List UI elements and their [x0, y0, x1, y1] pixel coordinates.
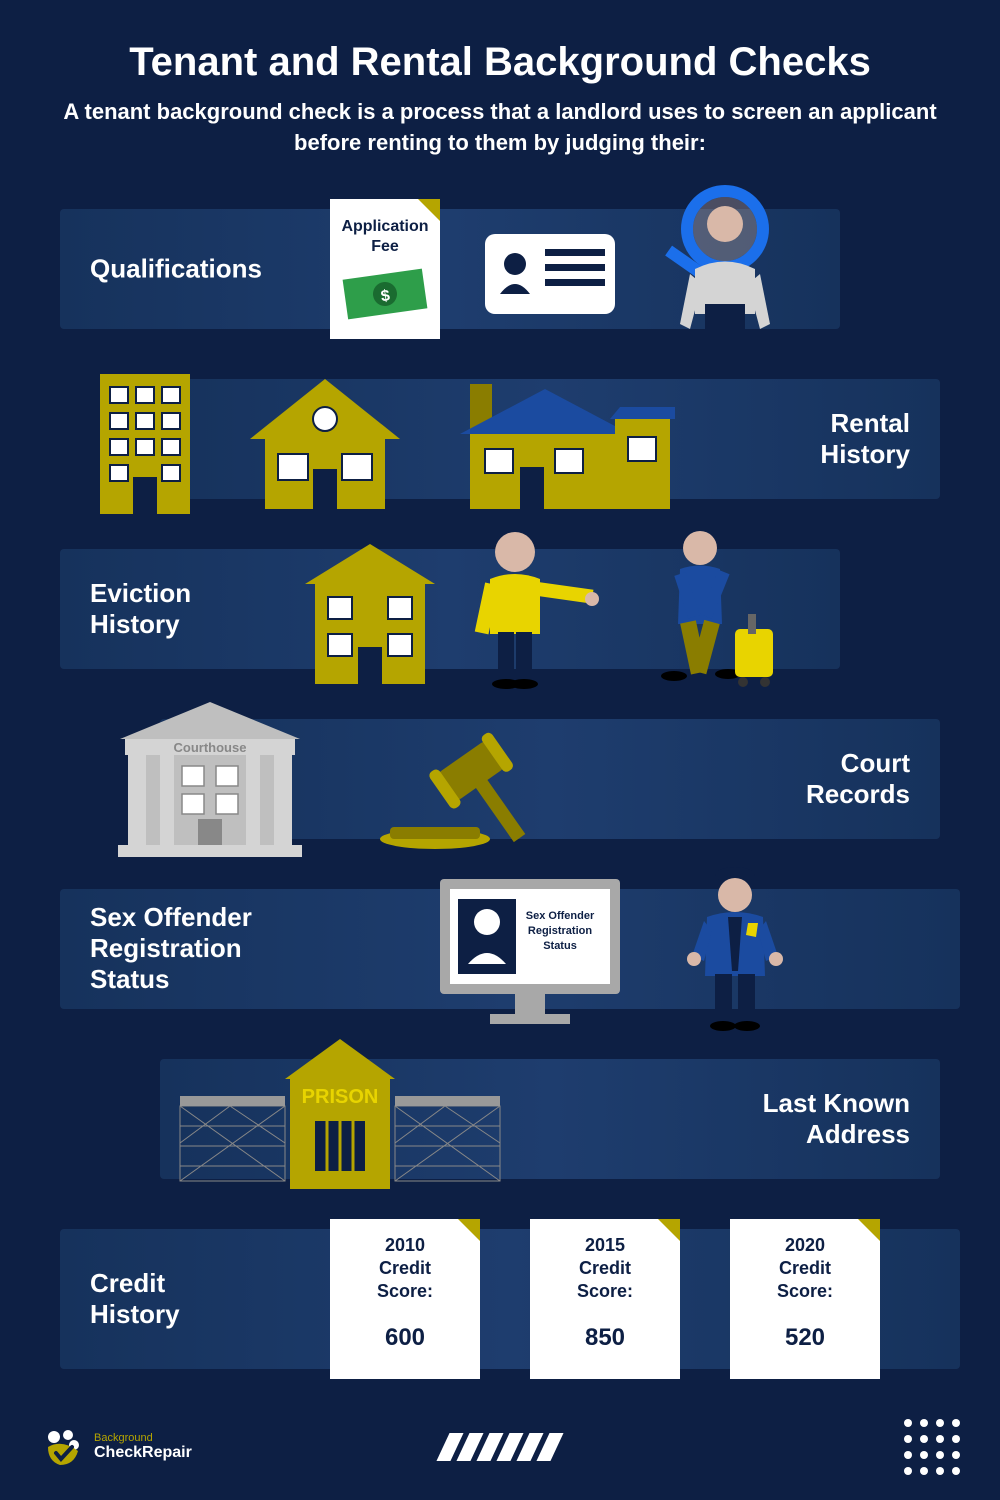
stripes-decoration [443, 1433, 557, 1461]
person-magnifier-icon [650, 184, 790, 364]
row-icons: PRISON [170, 1039, 510, 1199]
house-small-icon [240, 359, 410, 519]
page-subtitle: A tenant background check is a process t… [60, 97, 940, 159]
house-large-icon [440, 359, 680, 519]
svg-text:Fee: Fee [371, 238, 399, 255]
credit-score-value: 850 [585, 1324, 625, 1352]
page-title: Tenant and Rental Background Checks [60, 40, 940, 85]
row-eviction-history: Eviction History [0, 529, 1000, 689]
credit-year: 2020Credit Score: [777, 1234, 833, 1304]
eviction-house-icon [300, 529, 480, 689]
police-officer-icon [670, 861, 800, 1036]
svg-text:Sex Offender: Sex Offender [526, 910, 595, 922]
row-label: Credit History [90, 1267, 180, 1329]
application-fee-icon: Application Fee $ [320, 189, 450, 349]
logo-icon [40, 1425, 84, 1469]
row-label: Last Known Address [763, 1087, 910, 1149]
credit-score-card: 2010Credit Score: 600 [330, 1219, 480, 1379]
logo-text: Background CheckRepair [94, 1432, 192, 1462]
apartment-building-icon [80, 359, 210, 519]
row-last-known-address: Last Known Address PRISON [0, 1039, 1000, 1199]
svg-text:PRISON: PRISON [302, 1086, 379, 1108]
row-label: Eviction History [90, 577, 191, 639]
landlord-pointing-icon [460, 524, 600, 694]
rows-container: Qualifications Application Fee $ [0, 179, 1000, 1409]
row-label: Sex Offender Registration Status [90, 902, 252, 996]
id-card-icon [480, 219, 620, 319]
row-label: Qualifications [90, 253, 262, 284]
courthouse-icon: Courthouse [90, 694, 330, 864]
svg-text:Registration: Registration [528, 925, 592, 937]
header: Tenant and Rental Background Checks A te… [0, 0, 1000, 179]
row-icons: Sex Offender Registration Status [420, 869, 800, 1029]
credit-score-card: 2020Credit Score: 520 [730, 1219, 880, 1379]
row-label: Court Records [806, 747, 910, 809]
row-credit-history: Credit History 2010Credit Score: 600 201… [0, 1209, 1000, 1389]
row-icons: Courthouse [90, 699, 560, 859]
row-label: Rental History [820, 407, 910, 469]
credit-score-value: 520 [785, 1324, 825, 1352]
row-icons: Application Fee $ [320, 189, 790, 349]
row-sex-offender: Sex Offender Registration Status Sex Off… [0, 869, 1000, 1029]
footer: Background CheckRepair [40, 1419, 960, 1475]
row-court-records: Court Records Courthouse [0, 699, 1000, 859]
svg-text:Application: Application [341, 218, 428, 235]
brand-logo: Background CheckRepair [40, 1425, 192, 1469]
dots-decoration [904, 1419, 960, 1475]
svg-text:Status: Status [543, 940, 577, 952]
row-icons [300, 529, 790, 689]
tenant-leaving-icon [630, 524, 790, 694]
svg-text:Courthouse: Courthouse [174, 740, 247, 755]
computer-monitor-icon: Sex Offender Registration Status [420, 864, 640, 1034]
row-rental-history: Rental History [0, 359, 1000, 519]
prison-icon: PRISON [170, 1031, 510, 1206]
credit-year: 2010Credit Score: [377, 1234, 433, 1304]
row-qualifications: Qualifications Application Fee $ [0, 189, 1000, 349]
row-icons [80, 359, 680, 519]
row-icons: 2010Credit Score: 600 2015Credit Score: … [330, 1219, 880, 1379]
credit-score-value: 600 [385, 1324, 425, 1352]
gavel-icon [360, 699, 560, 859]
credit-score-card: 2015Credit Score: 850 [530, 1219, 680, 1379]
credit-year: 2015Credit Score: [577, 1234, 633, 1304]
